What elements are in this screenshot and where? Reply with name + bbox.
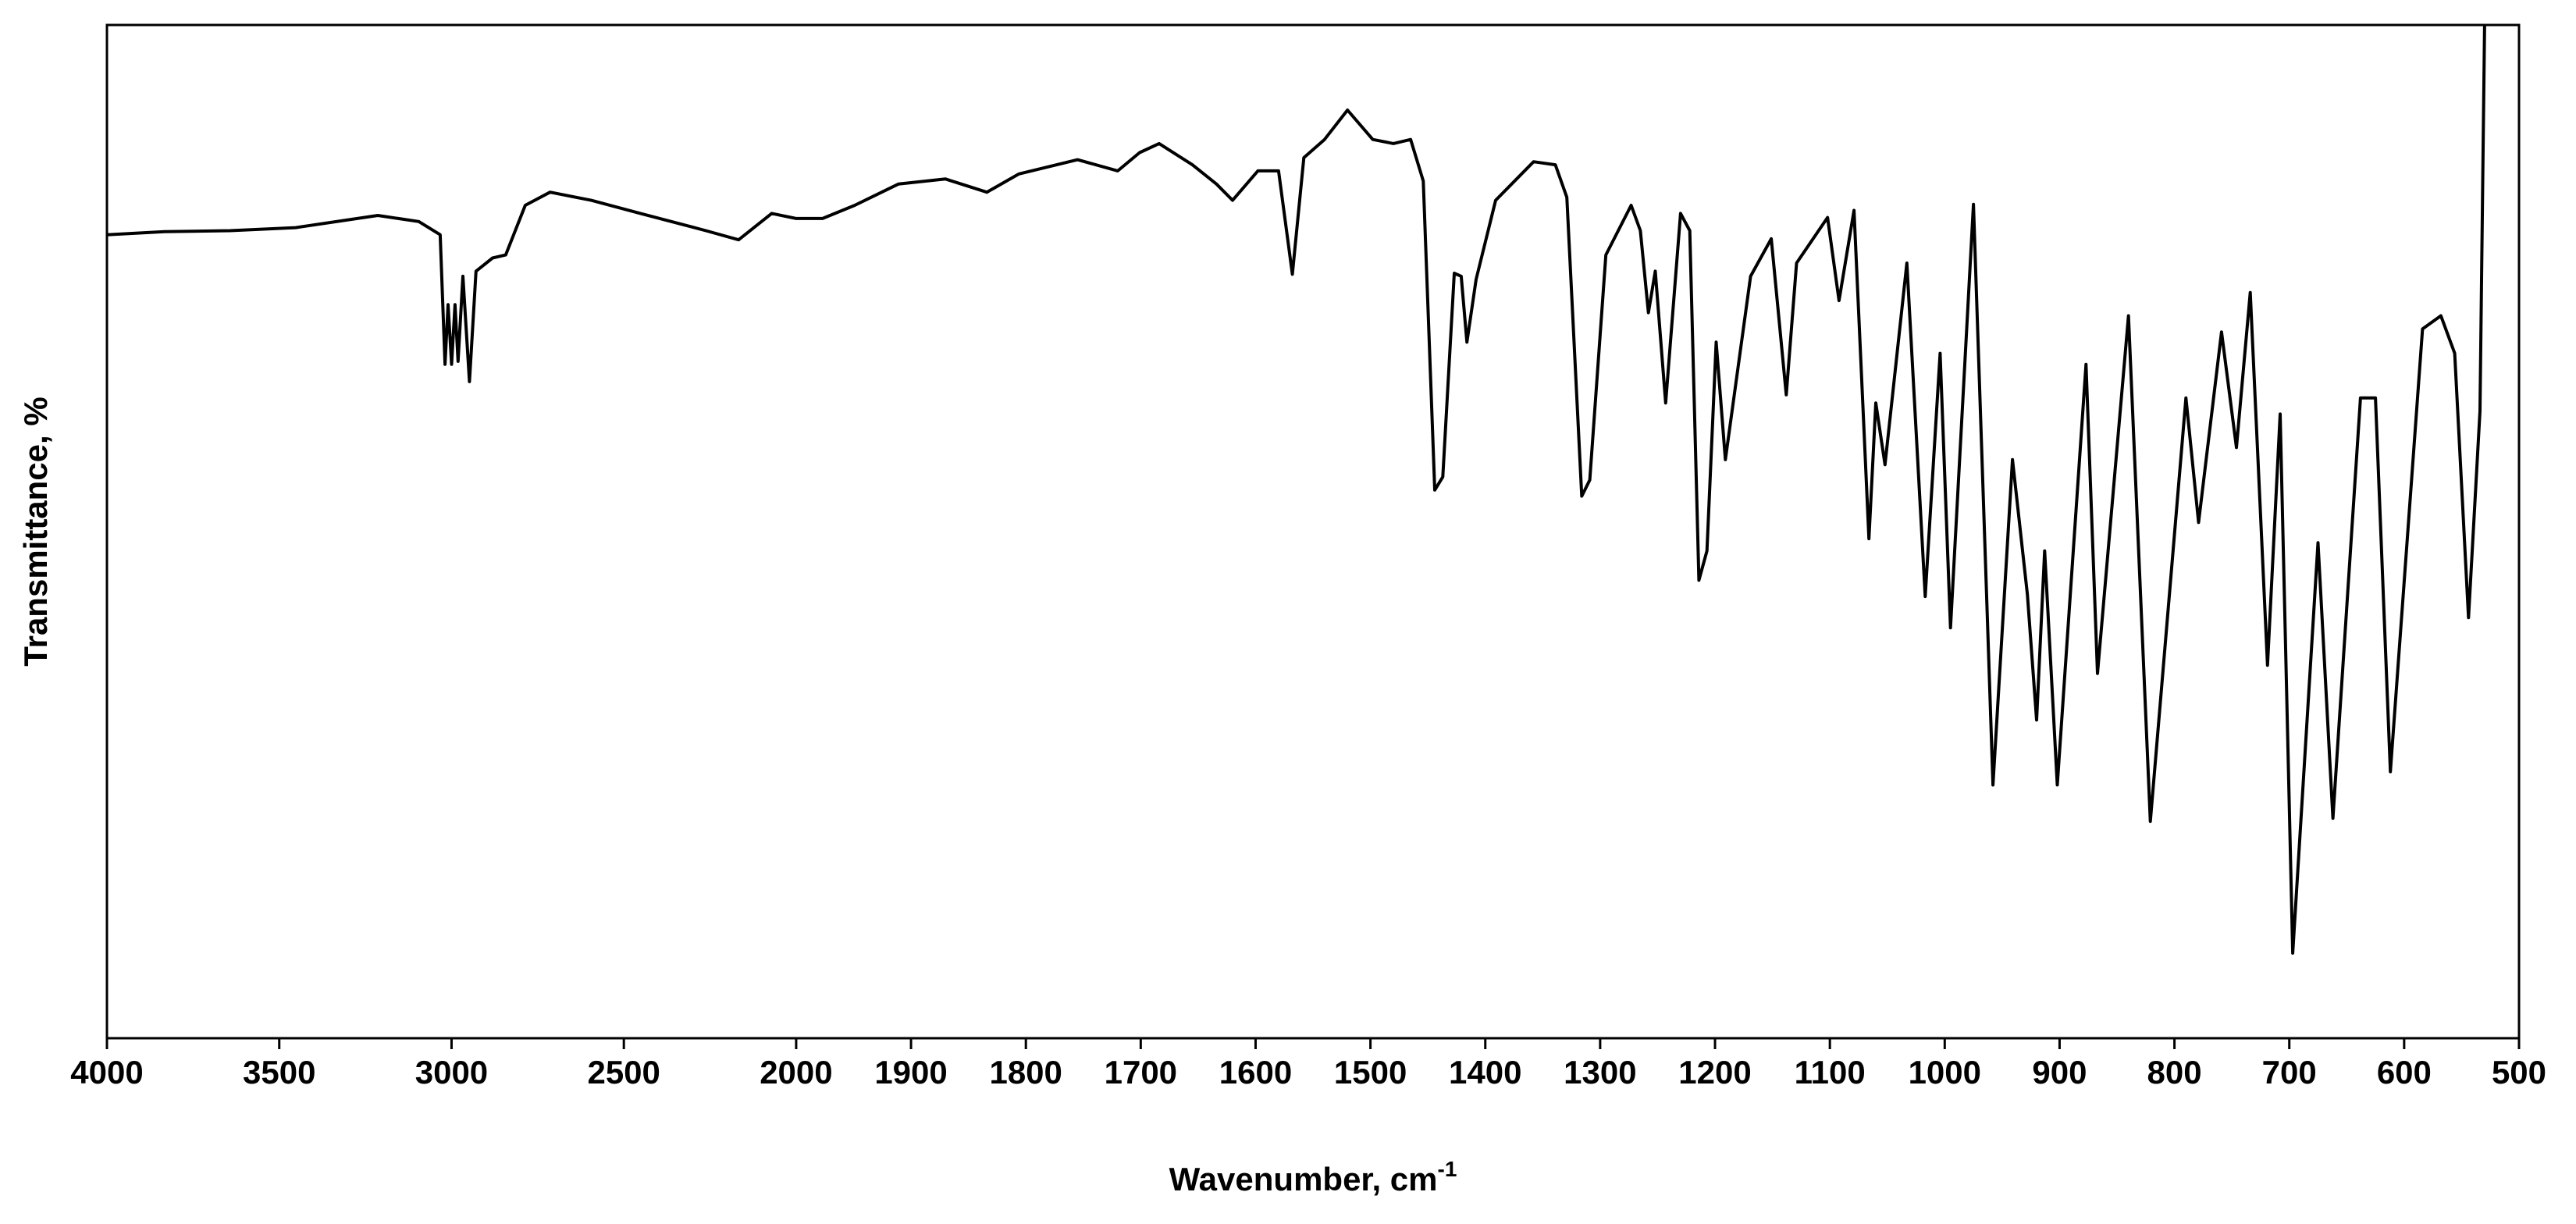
x-tick-label: 1700	[1105, 1054, 1177, 1091]
x-tick-label: 500	[2492, 1054, 2546, 1091]
x-tick-label: 600	[2377, 1054, 2432, 1091]
plot-frame	[105, 23, 2521, 1040]
x-tick-label: 2000	[760, 1054, 832, 1091]
x-tick-label: 4000	[70, 1054, 143, 1091]
x-tick-label: 900	[2032, 1054, 2087, 1091]
x-tick-label: 3000	[415, 1054, 488, 1091]
x-axis-label: Wavenumber, cm-1	[1169, 1157, 1457, 1197]
y-axis-label: Transmittance, %	[17, 397, 54, 666]
x-tick-label: 800	[2147, 1054, 2202, 1091]
x-tick-label: 1000	[1909, 1054, 1981, 1091]
x-tick-label: 1100	[1795, 1054, 1866, 1091]
x-tick-label: 700	[2262, 1054, 2317, 1091]
x-tick-label: 1600	[1219, 1054, 1292, 1091]
x-tick-label: 3500	[243, 1054, 315, 1091]
x-tick-label: 1900	[874, 1054, 947, 1091]
x-tick-label: 1800	[989, 1054, 1062, 1091]
x-tick-label: 1300	[1564, 1054, 1636, 1091]
spectrum-line	[106, 24, 2486, 955]
x-tick-label: 1500	[1334, 1054, 1407, 1091]
x-axis-label-text: Wavenumber, cm	[1169, 1161, 1438, 1197]
x-axis-label-superscript: -1	[1438, 1157, 1457, 1181]
x-tick-label: 1200	[1678, 1054, 1751, 1091]
x-tick-label: 2500	[587, 1054, 660, 1091]
x-tick-label: 1400	[1449, 1054, 1521, 1091]
